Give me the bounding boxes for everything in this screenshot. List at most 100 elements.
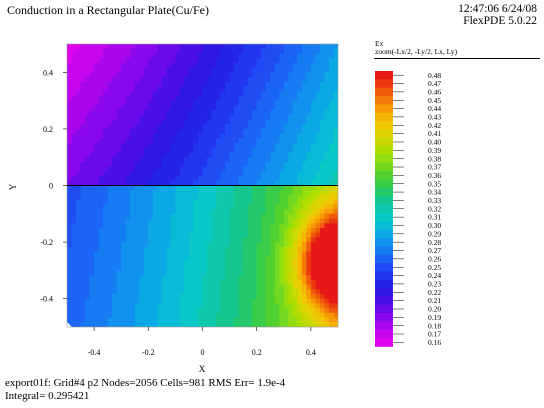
field-cell [130, 110, 136, 116]
field-cell [148, 72, 154, 78]
field-cell [157, 317, 163, 323]
field-cell [270, 227, 276, 234]
field-cell [157, 48, 163, 55]
field-cell [283, 176, 289, 182]
field-cell [139, 138, 145, 144]
field-cell [197, 119, 204, 125]
field-cell [148, 161, 154, 168]
field-cell [234, 237, 240, 243]
field-cell [179, 199, 186, 205]
field-cell [184, 110, 190, 116]
field-cell [89, 152, 95, 158]
field-cell [143, 232, 149, 238]
field-cell [324, 152, 330, 158]
field-cell [274, 157, 280, 163]
field-cell [98, 44, 104, 50]
field-cell [71, 72, 77, 78]
field-cell [157, 133, 163, 139]
field-cell [247, 312, 253, 319]
field-cell [274, 114, 280, 121]
field-cell [333, 204, 338, 210]
field-cell [80, 95, 86, 102]
field-cell [274, 213, 280, 220]
field-cell [301, 190, 307, 196]
field-cell [315, 213, 321, 220]
field-cell [121, 194, 127, 201]
field-cell [139, 62, 145, 69]
field-cell [265, 105, 271, 111]
field-cell [139, 128, 145, 135]
field-cell [315, 62, 321, 69]
field-cell [152, 86, 158, 92]
field-cell [328, 157, 335, 163]
field-cell [179, 223, 186, 229]
field-cell [170, 270, 176, 276]
field-cell [152, 114, 158, 121]
field-cell [256, 152, 262, 158]
field-cell [319, 194, 326, 201]
field-cell [270, 237, 276, 243]
field-cell [216, 256, 222, 262]
field-cell [125, 232, 131, 238]
field-cell [324, 232, 330, 238]
field-cell [229, 289, 235, 295]
field-cell [179, 265, 186, 271]
field-cell [333, 152, 338, 158]
field-cell [148, 265, 154, 271]
field-cell [89, 62, 95, 69]
field-cell [80, 270, 86, 276]
field-cell [157, 265, 163, 271]
field-cell [247, 171, 253, 177]
field-cell [161, 119, 167, 125]
field-cell [71, 322, 77, 327]
field-cell [279, 322, 285, 327]
field-cell [324, 199, 330, 205]
field-cell [225, 237, 231, 243]
field-cell [139, 44, 145, 50]
field-cell [76, 270, 82, 276]
field-cell [175, 218, 181, 224]
field-cell [170, 204, 176, 210]
field-cell [288, 48, 294, 55]
field-cell [225, 77, 231, 83]
field-cell [143, 44, 149, 50]
field-cell [310, 143, 317, 149]
field-cell [148, 53, 154, 59]
field-cell [225, 194, 231, 201]
field-cell [202, 204, 208, 210]
field-cell [139, 260, 145, 267]
field-cell [247, 308, 253, 314]
field-cell [333, 223, 338, 229]
field-cell [333, 218, 338, 224]
field-cell [261, 279, 267, 286]
field-cell [197, 256, 204, 262]
field-cell [139, 194, 145, 201]
field-cell [256, 298, 262, 305]
field-cell [297, 322, 303, 327]
field-cell [98, 72, 104, 78]
field-cell [161, 166, 167, 172]
field-cell [324, 110, 330, 116]
field-cell [211, 157, 217, 163]
field-cell [148, 322, 154, 327]
field-cell [188, 209, 195, 215]
field-cell [121, 317, 127, 323]
field-cell [116, 256, 122, 262]
field-cell [270, 105, 276, 111]
field-cell [143, 152, 149, 158]
field-cell [211, 312, 217, 319]
field-cell [252, 58, 258, 64]
field-cell [188, 95, 195, 102]
field-cell [234, 48, 240, 55]
field-cell [193, 322, 199, 327]
field-cell [279, 77, 285, 83]
field-cell [279, 293, 285, 300]
field-cell [134, 322, 140, 327]
field-cell [67, 95, 73, 102]
field-cell [234, 298, 240, 305]
field-cell [107, 53, 113, 59]
field-cell [197, 199, 204, 205]
field-cell [279, 53, 285, 59]
field-cell [193, 91, 199, 97]
field-cell [324, 279, 330, 286]
